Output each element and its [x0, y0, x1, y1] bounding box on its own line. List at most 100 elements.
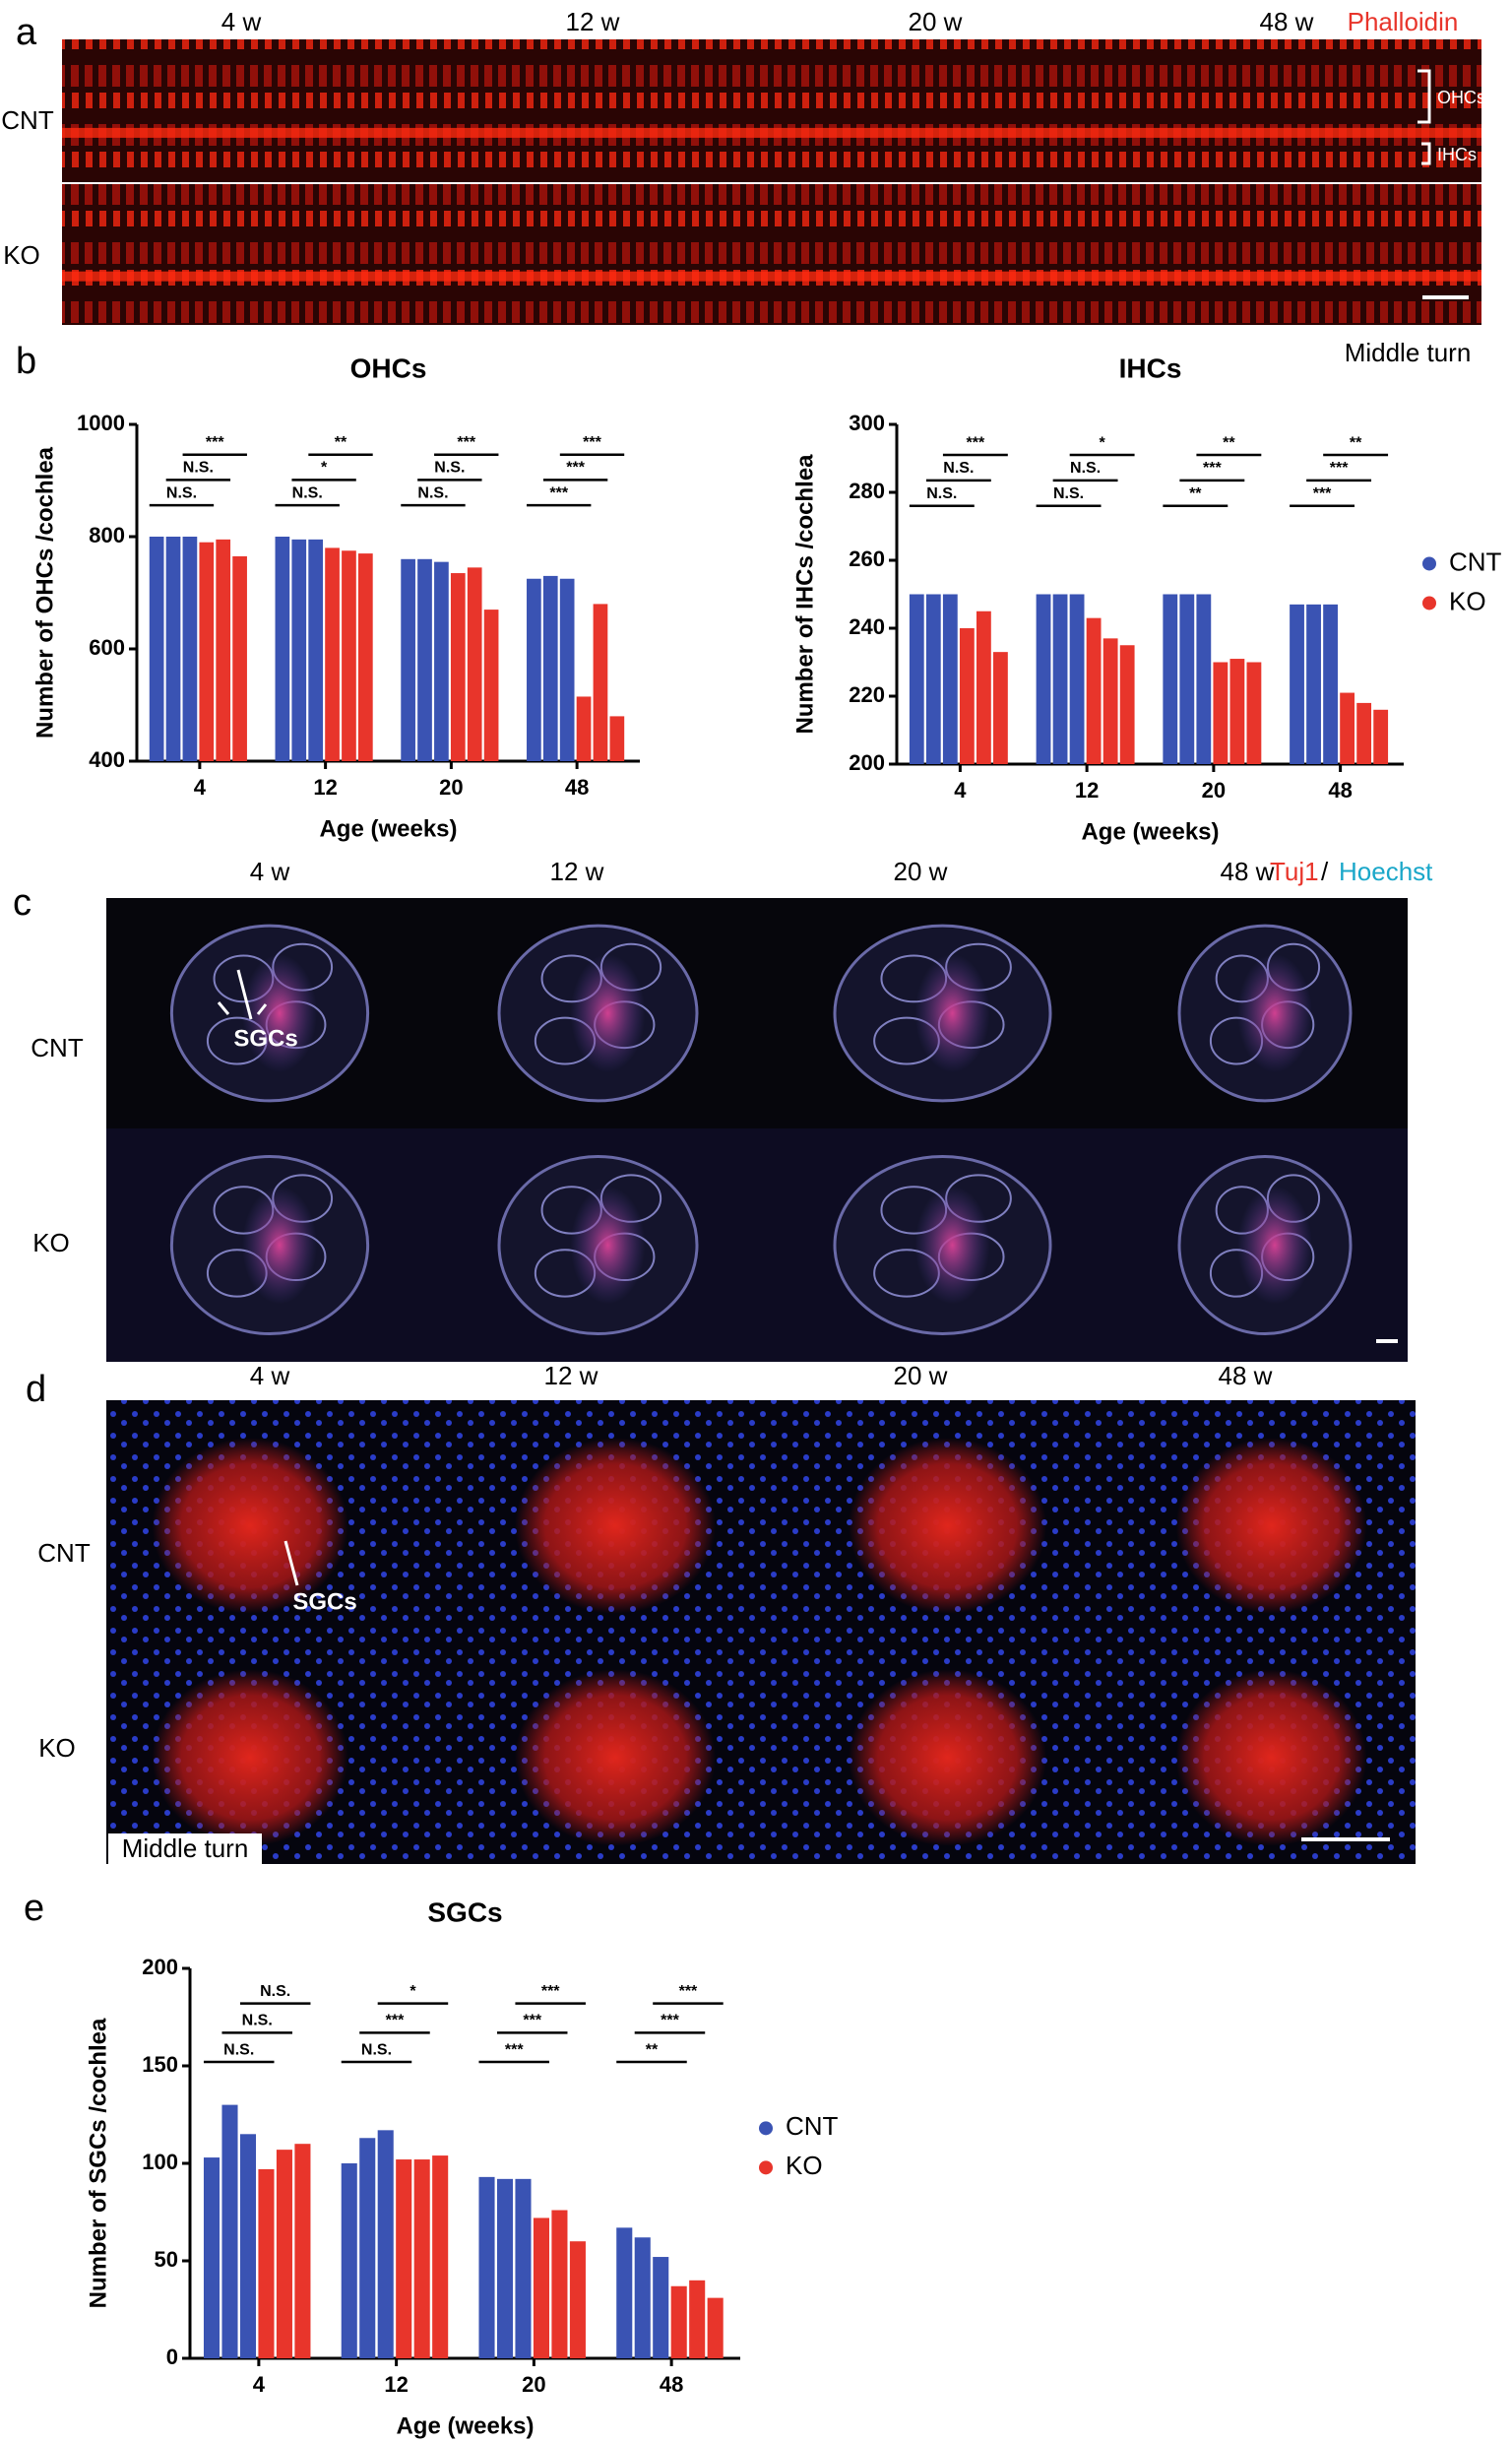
ganglion [849, 1438, 1046, 1614]
bar [653, 2257, 669, 2358]
significance-label: *** [505, 2041, 524, 2058]
column-label: 48 w [1260, 7, 1314, 36]
bar [1356, 702, 1372, 764]
y-tick-label: 220 [849, 682, 885, 707]
row-label: CNT [37, 1538, 91, 1568]
micrograph-band [1130, 127, 1481, 138]
significance-label: *** [679, 1983, 698, 2000]
y-tick-label: 0 [166, 2345, 178, 2369]
micrograph [413, 39, 768, 182]
region-label: Middle turn [122, 1833, 249, 1863]
bar [1306, 604, 1321, 764]
stain-label: Tuj1 [1270, 857, 1319, 886]
bar [1196, 594, 1212, 764]
significance-label: *** [523, 2013, 541, 2029]
stain-blob [570, 954, 646, 1072]
x-axis-label: Age (weeks) [319, 815, 457, 842]
legend-label: CNT [786, 2111, 839, 2141]
micrograph [413, 184, 768, 325]
stain-blob [1237, 1186, 1312, 1305]
y-axis-label: Number of IHCs /cochlea [791, 454, 818, 735]
significance-label: *** [583, 434, 601, 451]
stain-blob [914, 954, 990, 1072]
y-tick-label: 150 [142, 2052, 178, 2077]
y-tick-label: 200 [142, 1955, 178, 1979]
bar [976, 611, 991, 764]
significance-label: ** [1189, 485, 1202, 502]
bar [559, 578, 575, 761]
bar [1102, 638, 1118, 764]
bracket [1418, 69, 1431, 165]
y-tick-label: 300 [849, 411, 885, 435]
bar [576, 696, 592, 761]
bar [308, 539, 324, 761]
legend-label: CNT [1449, 546, 1502, 576]
significance-label: *** [386, 2013, 405, 2029]
column-label: 48 w [1219, 1361, 1273, 1390]
bar [707, 2297, 724, 2358]
bar [1213, 662, 1228, 764]
bar [1052, 594, 1068, 764]
significance-label: ** [646, 2041, 659, 2058]
legend-label: KO [1449, 586, 1486, 615]
x-tick-label: 20 [439, 775, 463, 800]
x-tick-label: 12 [384, 2372, 408, 2397]
ganglion [849, 1669, 1046, 1846]
x-tick-label: 4 [954, 778, 967, 803]
micrograph-band [768, 127, 1130, 138]
ganglion [1175, 1669, 1367, 1846]
significance-label: *** [549, 484, 568, 501]
significance-label: N.S. [361, 2041, 392, 2058]
bar [149, 537, 164, 761]
bar [1373, 709, 1389, 764]
bar [1246, 662, 1262, 764]
significance-label: ** [335, 434, 347, 451]
bar [670, 2285, 687, 2358]
bar [258, 2168, 275, 2358]
micrograph-band [413, 271, 768, 282]
bar [232, 555, 247, 761]
significance-label: N.S. [242, 2013, 273, 2029]
panel-letter: b [16, 341, 36, 382]
bar [417, 558, 432, 761]
bar [342, 550, 356, 761]
micrograph [768, 184, 1130, 325]
y-axis-label: Number of OHCs /cochlea [32, 446, 58, 739]
bar [569, 2241, 586, 2358]
stain-blob [242, 954, 317, 1072]
y-tick-label: 100 [142, 2150, 178, 2174]
significance-label: * [410, 1983, 416, 2000]
x-axis-label: Age (weeks) [396, 2412, 534, 2439]
bar [515, 2178, 532, 2358]
row-label: CNT [1, 105, 54, 135]
column-label: 12 w [544, 1361, 598, 1390]
stain-separator: / [1321, 857, 1329, 886]
significance-label: N.S. [926, 485, 957, 502]
stain-blob [242, 1186, 317, 1305]
y-tick-label: 240 [849, 614, 885, 639]
bar [1069, 594, 1085, 764]
micrograph [768, 39, 1130, 182]
bar [165, 537, 181, 761]
bar [325, 547, 340, 761]
y-tick-label: 600 [89, 635, 125, 660]
column-label: 4 w [250, 1361, 290, 1390]
y-tick-label: 260 [849, 546, 885, 571]
legend-marker [759, 2121, 773, 2136]
significance-label: *** [566, 460, 585, 477]
marker-label: IHCs [1437, 145, 1477, 164]
marker-label: OHCs [1437, 88, 1485, 107]
bar [527, 578, 541, 761]
panel-letter: d [26, 1369, 46, 1410]
counterstain-label: Hoechst [1339, 857, 1433, 886]
bar [239, 2134, 257, 2358]
bar [925, 594, 941, 764]
micrograph-band [62, 127, 413, 138]
significance-label: * [321, 460, 328, 477]
x-tick-label: 4 [194, 775, 207, 800]
micrograph [1130, 39, 1481, 182]
bar [432, 2155, 449, 2358]
micrograph-band [1130, 271, 1481, 282]
column-label: 4 w [250, 857, 290, 886]
